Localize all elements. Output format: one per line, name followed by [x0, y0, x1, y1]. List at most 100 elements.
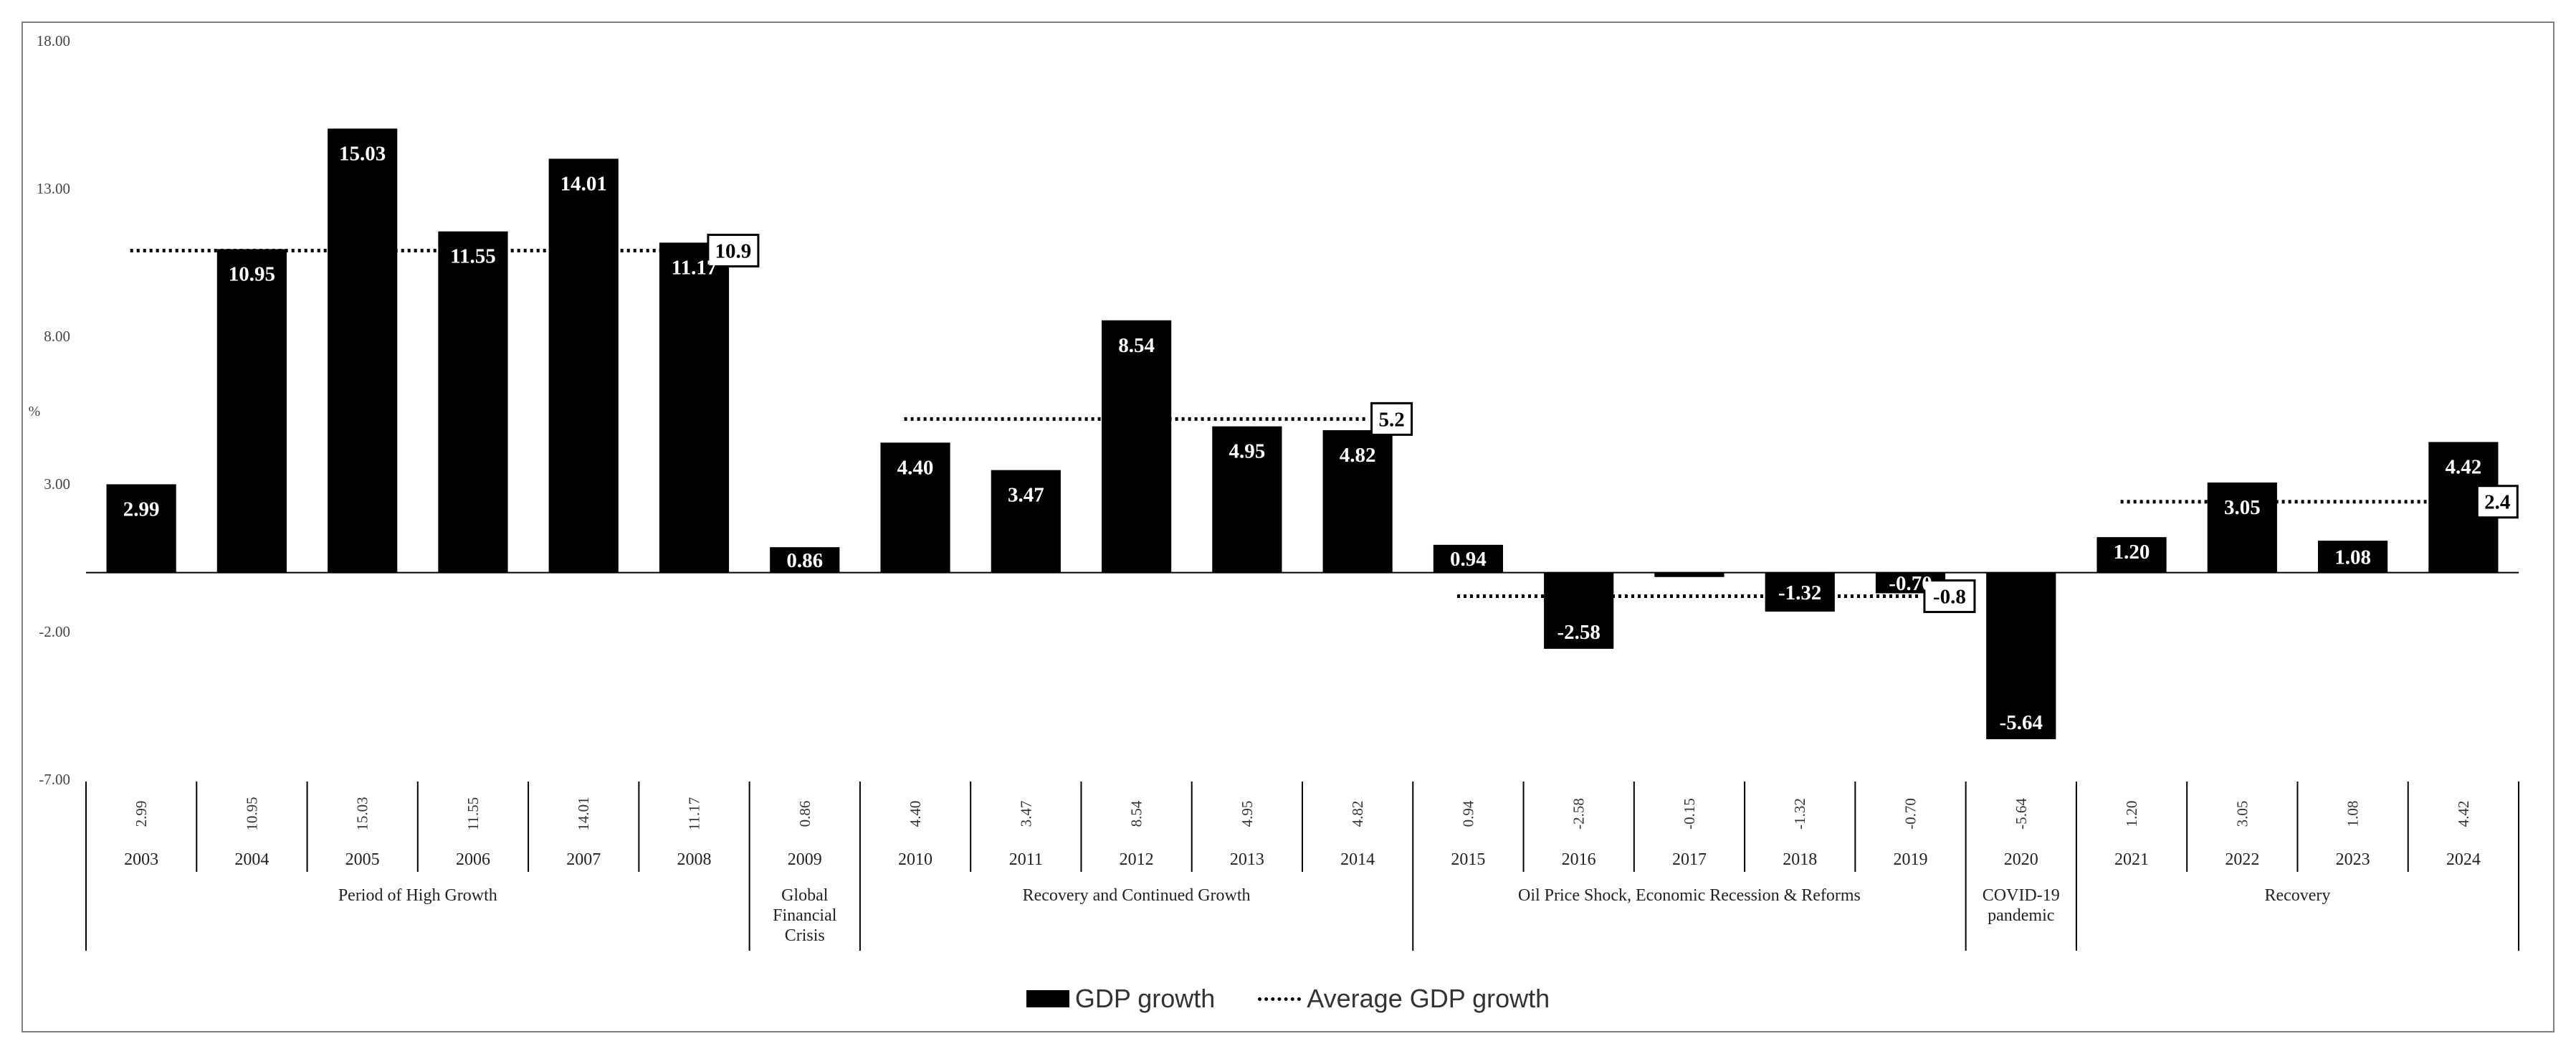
year-label: 2006 — [456, 850, 490, 869]
table-value: 0.86 — [796, 801, 814, 827]
average-label: 5.2 — [1378, 408, 1404, 431]
bar-value-label: 15.03 — [339, 142, 386, 165]
bar-value-label: -1.32 — [1778, 581, 1821, 604]
bar — [106, 484, 176, 573]
year-label: 2016 — [1562, 850, 1596, 869]
bar — [1765, 572, 1835, 612]
bar-value-label: -5.64 — [2000, 711, 2043, 734]
year-label: 2014 — [1340, 850, 1375, 869]
bar-value-label: 4.95 — [1229, 440, 1265, 463]
y-tick-label: 13.00 — [37, 180, 70, 197]
average-label-box — [707, 234, 760, 268]
average-label: 10.9 — [715, 240, 752, 263]
period-label: Crisis — [785, 926, 825, 945]
table-value: -0.70 — [1902, 798, 1919, 830]
average-label-box — [1370, 402, 1413, 436]
bar — [659, 242, 730, 573]
year-label: 2023 — [2336, 850, 2370, 869]
bar — [328, 128, 398, 573]
bar-value-label: 11.17 — [672, 256, 717, 279]
bar — [216, 249, 287, 573]
table-value: 3.47 — [1017, 801, 1034, 827]
legend-item-average: Average GDP growth — [1258, 984, 1550, 1014]
bar-value-label: 1.08 — [2334, 546, 2371, 569]
table-value: 3.05 — [2233, 801, 2251, 827]
table-value: 14.01 — [575, 797, 592, 830]
bar-value-label: 4.82 — [1340, 444, 1376, 467]
table-value: -2.58 — [1570, 798, 1588, 830]
bar-value-label: 0.94 — [1450, 548, 1487, 571]
table-value: 4.95 — [1239, 801, 1256, 827]
table-value: 1.20 — [2123, 801, 2140, 827]
bar-value-label: 8.54 — [1118, 334, 1155, 357]
bar — [770, 547, 840, 573]
bar — [880, 442, 950, 573]
year-label: 2007 — [566, 850, 601, 869]
average-label: -0.8 — [1933, 586, 1966, 609]
bar — [1212, 426, 1282, 573]
period-label: Oil Price Shock, Economic Recession & Re… — [1518, 886, 1861, 905]
year-label: 2011 — [1009, 850, 1043, 869]
table-value: 4.82 — [1349, 801, 1366, 827]
period-label: Recovery and Continued Growth — [1023, 886, 1251, 905]
bar — [1433, 544, 1504, 573]
y-tick-label: 3.00 — [44, 475, 70, 493]
bar-value-label: 14.01 — [560, 172, 607, 195]
year-label: 2009 — [788, 850, 822, 869]
bar — [1101, 320, 1172, 573]
legend: GDP growth Average GDP growth — [0, 981, 2576, 1017]
bar — [991, 470, 1061, 573]
bar-value-label: 4.42 — [2445, 455, 2481, 478]
year-label: 2003 — [124, 850, 158, 869]
year-label: 2004 — [234, 850, 269, 869]
legend-label-gdp-growth: GDP growth — [1074, 984, 1216, 1013]
year-label: 2005 — [345, 850, 380, 869]
year-label: 2013 — [1230, 850, 1264, 869]
y-tick-label: 8.00 — [44, 328, 70, 345]
table-value: 1.08 — [2344, 801, 2362, 827]
y-tick-label: -7.00 — [39, 771, 70, 788]
bar-value-label: 4.40 — [897, 456, 934, 479]
table-value: 8.54 — [1128, 800, 1145, 827]
year-label: 2008 — [677, 850, 712, 869]
bar-value-label: 11.55 — [450, 245, 496, 268]
bar-value-label: -0.70 — [1889, 572, 1932, 595]
table-value: 10.95 — [243, 797, 260, 830]
period-label: pandemic — [1988, 906, 2054, 925]
y-tick-label: 18.00 — [37, 32, 70, 49]
period-label: COVID-19 — [1983, 886, 2060, 905]
bar — [1544, 572, 1614, 649]
year-label: 2021 — [2114, 850, 2149, 869]
table-value: 15.03 — [354, 797, 371, 830]
table-value: 0.94 — [1459, 800, 1477, 827]
year-label: 2012 — [1120, 850, 1154, 869]
table-value: 11.17 — [686, 797, 703, 830]
bar-value-label: -2.58 — [1557, 621, 1600, 644]
table-value: -0.15 — [1681, 798, 1698, 830]
year-label: 2017 — [1672, 850, 1707, 869]
bar — [438, 231, 508, 573]
average-label: 2.4 — [2484, 491, 2510, 514]
bar-value-label: 0.86 — [786, 549, 823, 572]
period-label: Period of High Growth — [338, 886, 497, 905]
period-label: Financial — [773, 906, 837, 925]
table-value: -5.64 — [2013, 798, 2030, 830]
table-value: -1.32 — [1791, 798, 1808, 830]
bar — [1654, 572, 1725, 577]
bar — [1322, 430, 1393, 573]
table-value: 4.40 — [907, 801, 924, 827]
year-label: 2024 — [2446, 850, 2481, 869]
bar — [1986, 572, 2056, 739]
y-tick-label: -2.00 — [39, 623, 70, 640]
bar-value-label: 10.95 — [229, 262, 275, 285]
bar-value-label: 3.05 — [2224, 496, 2261, 519]
legend-item-gdp-growth: GDP growth — [1026, 984, 1215, 1014]
bar — [2317, 541, 2388, 573]
year-label: 2018 — [1783, 850, 1817, 869]
bar — [548, 158, 619, 573]
average-label-box — [1923, 579, 1976, 614]
year-label: 2022 — [2225, 850, 2259, 869]
bar-value-label: 2.99 — [123, 498, 160, 521]
period-label: Global — [781, 886, 829, 905]
